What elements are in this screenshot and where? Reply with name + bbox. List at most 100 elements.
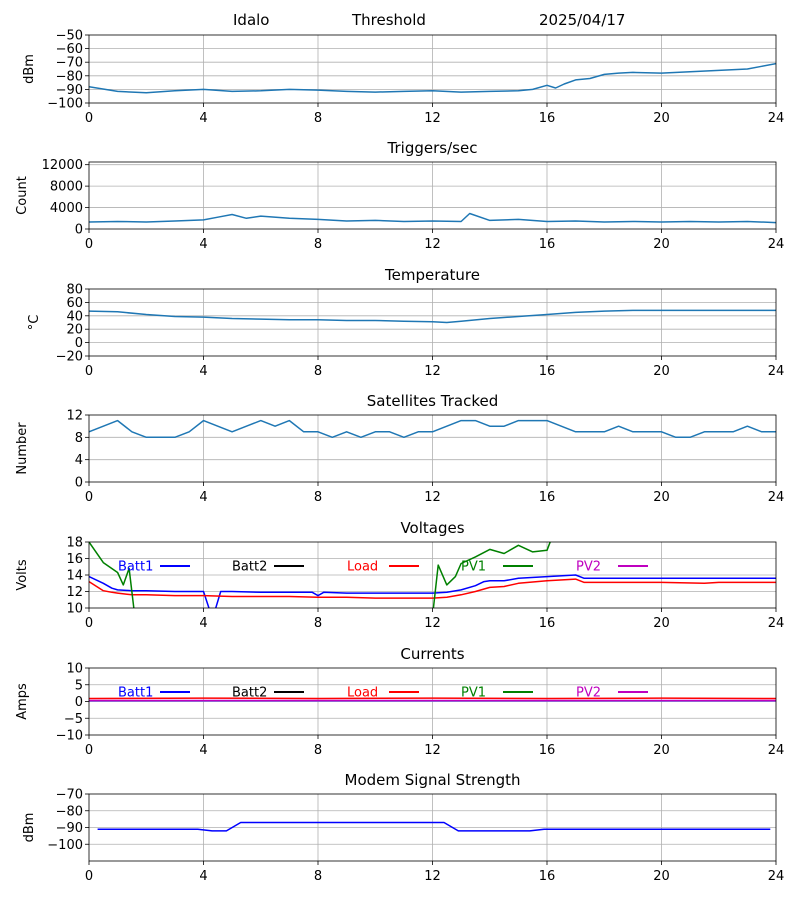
y-tick-label: 8000 [50,180,83,195]
x-tick-label: 0 [85,869,93,884]
y-axis-label: Number [15,422,30,475]
x-tick-label: 16 [539,869,556,884]
x-tick-label: 8 [314,869,322,884]
legend-label-load: Load [347,686,378,701]
y-tick-label: 4000 [50,201,83,216]
x-tick-label: 16 [539,490,556,505]
legend-label-pv1: PV1 [461,686,486,701]
chart-modem: 0 4 8 12 16 20 24 −100 −90 −80−70 dBm Modem Signal … [22,771,784,884]
y-tick-label: −60 [56,42,83,57]
x-tick-label: 24 [768,743,785,758]
y-tick-label: −50 [56,29,83,44]
y-axis-label: Amps [15,683,30,720]
series-line [89,309,776,324]
x-tick-label: 4 [199,490,207,505]
y-tick-label: −5 [64,712,83,727]
y-tick-label: −80 [56,69,83,84]
y-tick-label: 0 [75,223,83,238]
x-tick-label: 12 [424,111,441,126]
legend-label-pv1: PV1 [461,560,486,575]
x-tick-label: 0 [85,364,93,379]
y-tick-label: −20 [56,350,83,365]
chart-satellites: 0 4 8 12 16 20 24 0 4 8 12 Number Satellites Tracked [15,392,784,505]
y-tick-label: −100 [47,97,83,112]
x-tick-label: 8 [314,743,322,758]
x-tick-label: 24 [768,364,785,379]
x-tick-label: 12 [424,743,441,758]
x-tick-label: 12 [424,364,441,379]
y-tick-label: 16 [66,552,83,567]
chart-title: Modem Signal Strength [345,771,521,789]
x-tick-label: 16 [539,111,556,126]
x-tick-label: 20 [653,111,670,126]
x-tick-label: 12 [424,237,441,252]
y-tick-label: −90 [56,821,83,836]
chart-title: Currents [400,645,464,663]
series-load-line [89,578,776,599]
x-tick-label: 12 [424,616,441,631]
y-tick-label: −70 [56,788,83,803]
y-axis-label: dBm [22,813,37,843]
legend-label-pv2: PV2 [576,686,601,701]
x-tick-label: 20 [653,490,670,505]
legend-label-batt1: Batt1 [118,686,153,701]
y-tick-label: 0 [75,695,83,710]
chart-title: Temperature [384,266,480,284]
x-tick-label: 20 [653,364,670,379]
report-date: 2025/04/17 [539,11,626,29]
x-tick-label: 0 [85,616,93,631]
y-tick-label: 0 [75,336,83,351]
y-tick-label: 10 [66,602,83,617]
y-tick-label: −80 [56,804,83,819]
y-tick-label: −90 [56,83,83,98]
x-tick-label: 0 [85,237,93,252]
x-tick-label: 4 [199,364,207,379]
x-tick-label: 8 [314,364,322,379]
legend-label-batt1: Batt1 [118,560,153,575]
legend-label-batt2: Batt2 [232,560,267,575]
y-tick-label: −10 [56,729,83,744]
x-tick-label: 16 [539,616,556,631]
legend-label-pv2: PV2 [576,560,601,575]
x-tick-label: 4 [199,616,207,631]
station-name: Idalo [233,11,270,29]
y-tick-label: 12000 [42,158,83,173]
series-batt1-line [89,574,776,608]
chart-title: Satellites Tracked [367,392,498,410]
x-tick-label: 24 [768,237,785,252]
x-tick-label: 20 [653,743,670,758]
series-line [89,62,776,94]
chart-threshold: 0 4 8 12 16 20 24 −100−90−80−70−60−50 dBm [22,29,784,127]
x-tick-label: 4 [199,869,207,884]
x-tick-label: 16 [539,364,556,379]
chart-currents: 0 4 8 12 16 20 24 −10 −5 0 510 Amps Currents Batt1 Loa… [15,645,784,758]
x-tick-label: 12 [424,490,441,505]
legend-label-batt2: Batt2 [232,686,267,701]
x-tick-label: 4 [199,111,207,126]
y-axis-label: Count [15,176,30,215]
x-tick-label: 24 [768,490,785,505]
x-tick-label: 0 [85,743,93,758]
y-tick-label: 20 [66,323,83,338]
x-tick-label: 0 [85,490,93,505]
x-tick-label: 12 [424,869,441,884]
chart-title: Triggers/sec [387,139,478,157]
y-tick-label: 40 [66,309,83,324]
y-tick-label: 8 [75,431,83,446]
chart-triggers: 0 4 8 12 16 20 24 0 4000 8000 12000 Count Triggers/s… [15,139,784,252]
y-tick-label: 18 [66,536,83,551]
y-tick-label: −100 [47,838,83,853]
y-tick-label: 80 [66,283,83,298]
x-tick-label: 24 [768,616,785,631]
y-tick-label: 4 [75,453,83,468]
y-tick-label: 12 [66,409,83,424]
series-line [89,212,776,224]
legend-label-load: Load [347,560,378,575]
x-tick-label: 16 [539,743,556,758]
y-tick-label: 12 [66,585,83,600]
x-tick-label: 8 [314,616,322,631]
x-tick-label: 4 [199,237,207,252]
y-axis-label: Volts [15,559,30,591]
